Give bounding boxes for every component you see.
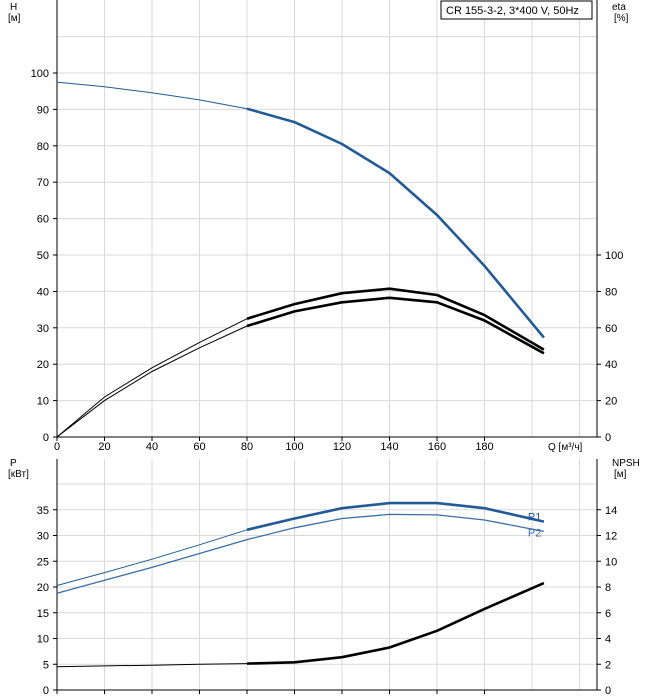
series-eta2-line [246,296,545,355]
series-eta2-thin-line [56,325,248,438]
model-label: CR 155-3-2, 3*400 V, 50Hz [446,5,579,17]
left-tick-label: 60 [37,214,49,226]
model-label-box [440,0,593,20]
right-tick-label: 10 [605,556,617,568]
right-axis-title: NPSH [612,458,640,469]
left-tick-label: 0 [43,432,49,444]
left-tick-label: 15 [37,608,49,620]
left-tick-label: 5 [43,659,49,671]
right-tick-label: 60 [605,323,617,335]
series-P1-thin-line [56,529,248,586]
series-P1-label: P1 [528,512,541,524]
left-tick-label: 50 [37,250,49,262]
left-tick-label: 20 [37,582,49,594]
panel-performance: 0 10 20 30 40 50 60 70 80 90 100 0 20 40 60 80 100 0 20 40 6… [8,0,629,453]
x-tick-label: 40 [146,441,158,453]
right-tick-label: 80 [605,286,617,298]
left-axis-title: P [10,458,17,469]
right-tick-label: 8 [605,582,611,594]
series-eta1-thin-line [56,318,248,438]
left-tick-label: 80 [37,141,49,153]
left-tick-label: 90 [37,104,49,116]
left-tick-label: 25 [37,556,49,568]
right-axis-unit: [м] [614,469,627,480]
x-tick-label: 140 [380,441,398,453]
series-P2-label: P2 [528,527,541,539]
left-tick-label: 30 [37,531,49,543]
left-axis-title: H [10,2,17,13]
series-eta1-line [246,287,545,351]
right-tick-label: 4 [605,634,611,646]
left-tick-label: 100 [31,68,49,80]
left-axis-unit: [кВт] [8,469,29,480]
right-tick-label: 100 [605,250,623,262]
left-tick-label: 10 [37,396,49,408]
left-tick-label: 40 [37,286,49,298]
x-tick-label: 180 [475,441,493,453]
left-tick-label: 20 [37,359,49,371]
x-tick-label: 80 [241,441,253,453]
x-tick-label: 100 [285,441,303,453]
x-tick-label: 160 [428,441,446,453]
series-NPSH-thin-line [56,663,248,668]
right-axis-unit: [%] [614,13,629,24]
x-axis-label: Q [м³/ч] [548,442,583,453]
left-tick-label: 30 [37,323,49,335]
right-tick-label: 20 [605,396,617,408]
right-tick-label: 40 [605,359,617,371]
series-H-line [246,107,545,339]
right-tick-label: 14 [605,505,617,517]
left-tick-label: 70 [37,177,49,189]
right-tick-label: 6 [605,608,611,620]
series-P2-line [56,513,545,594]
x-tick-label: 120 [333,441,351,453]
x-tick-label: 0 [54,441,60,453]
x-tick-label: 20 [98,441,110,453]
x-tick-label: 60 [193,441,205,453]
right-tick-label: 12 [605,531,617,543]
right-axis-title: eta [612,2,626,13]
right-tick-label: 0 [605,432,611,444]
left-axis-unit: [м] [8,13,21,24]
left-tick-label: 35 [37,505,49,517]
left-tick-label: 0 [43,685,49,697]
series-NPSH-line [246,581,545,665]
series-P1-line [246,501,545,532]
right-tick-label: 2 [605,659,611,671]
right-tick-label: 0 [605,685,611,697]
left-tick-label: 10 [37,634,49,646]
series-H-thin-line [56,81,248,110]
panel-power-npsh: 0 5 10 15 20 25 30 35 0 2 4 6 8 10 12 14 P[кВт] NPSH[м] P1… [8,458,640,697]
